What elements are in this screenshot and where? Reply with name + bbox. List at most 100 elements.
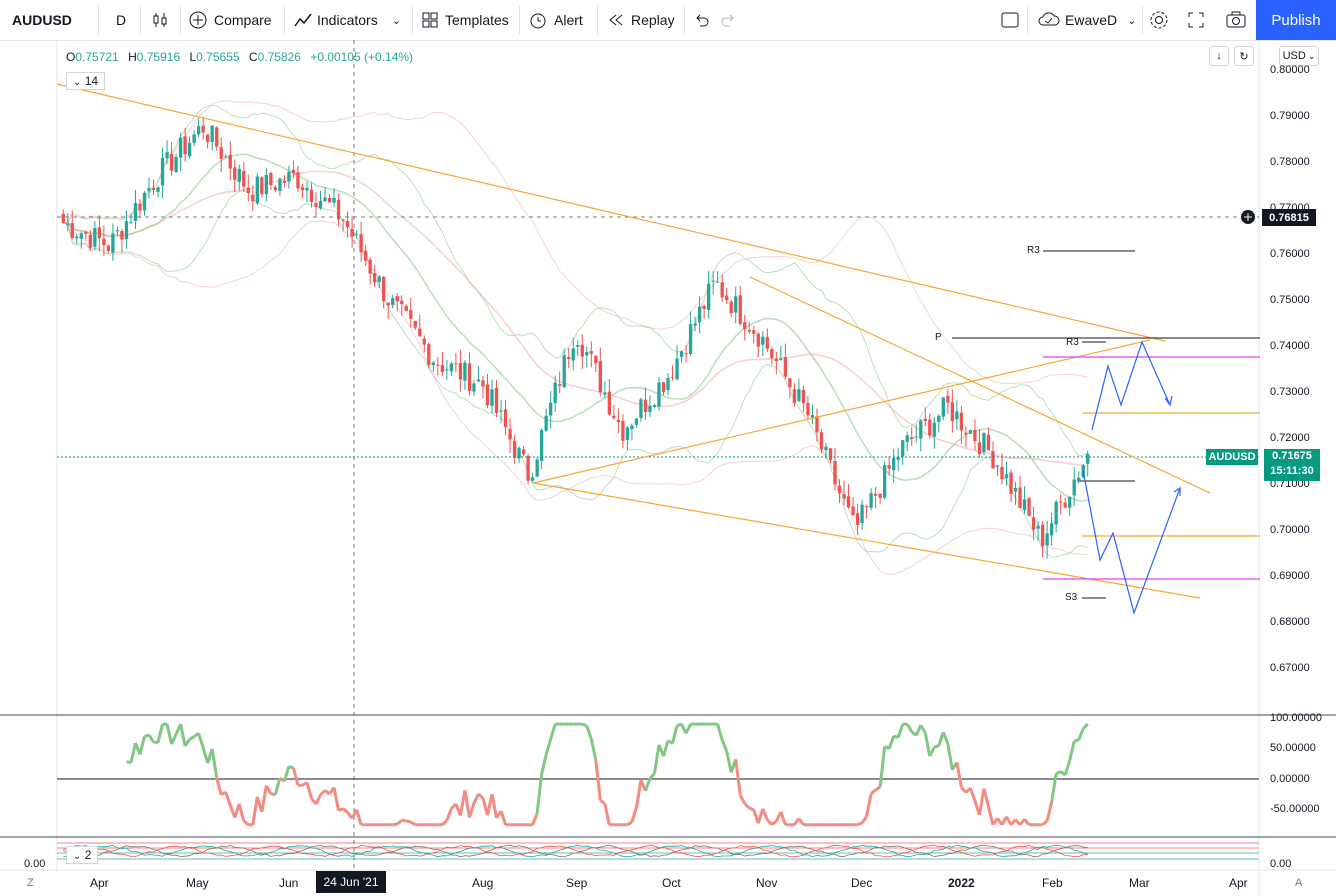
oscillator-segment <box>337 807 344 812</box>
candle-body <box>1022 499 1027 511</box>
candle-body <box>467 363 472 392</box>
reset-button[interactable]: ↻ <box>1234 46 1254 66</box>
projection-bearish[interactable] <box>1082 469 1181 615</box>
study2-legend-toggle[interactable]: ⌄ 2 <box>66 846 99 864</box>
candle-body <box>598 361 602 393</box>
oscillator-segment <box>914 724 923 737</box>
undo-button[interactable] <box>692 0 710 40</box>
study-legend-toggle[interactable]: ⌄ 14 <box>66 72 106 90</box>
chart-canvas[interactable] <box>0 40 1336 896</box>
toolbar-divider <box>684 6 685 34</box>
plus-circle-icon <box>189 11 207 29</box>
candle-body <box>864 505 869 507</box>
trendline-lower[interactable] <box>532 482 1201 599</box>
layout-select-button[interactable] <box>1000 0 1020 40</box>
oscillator-segment <box>748 806 755 812</box>
trendline-upper[interactable] <box>56 83 1166 342</box>
candle-body <box>120 231 124 240</box>
candle-body <box>869 493 873 508</box>
projection-paths[interactable] <box>1082 340 1181 615</box>
trendline-descending[interactable] <box>749 276 1211 494</box>
interval-button[interactable]: D <box>116 12 127 28</box>
redo-button[interactable] <box>720 0 738 40</box>
replay-icon <box>609 14 623 26</box>
undo-icon <box>696 14 709 27</box>
chart-type-button[interactable] <box>150 0 170 40</box>
time-axis-label: Jun <box>279 876 299 890</box>
low-value: 0.75655 <box>196 50 240 64</box>
oscillator-segment <box>955 762 963 788</box>
current-price-tag: 0.71675 15:11:30 <box>1264 449 1320 481</box>
candle-body <box>368 259 372 274</box>
oscillator-segment <box>770 820 778 826</box>
trendline-rising[interactable] <box>532 339 1151 484</box>
candle-body <box>1059 501 1063 503</box>
candle-body <box>995 465 1000 467</box>
candle-body <box>97 227 102 239</box>
scroll-down-button[interactable]: ↓ <box>1209 46 1229 66</box>
price-axis-label: 0.79000 <box>1270 110 1310 122</box>
oscillator-segment <box>242 819 250 826</box>
candle-body <box>901 440 905 457</box>
fullscreen-button[interactable] <box>1186 0 1206 40</box>
chevron-down-icon: ⌄ <box>1307 50 1316 61</box>
candle-body <box>88 234 92 248</box>
oscillator-segment <box>342 807 349 814</box>
candle-body <box>147 188 151 192</box>
oscillator-segment <box>138 736 146 755</box>
templates-button[interactable]: Templates <box>421 0 509 40</box>
trendlines[interactable] <box>56 83 1260 599</box>
symbol-search-button[interactable]: AUDUSD <box>12 12 72 28</box>
candle-body <box>914 436 918 438</box>
candle-body <box>594 356 598 364</box>
currency-select[interactable]: USD ⌄ <box>1279 46 1319 66</box>
snapshot-button[interactable] <box>1225 0 1247 40</box>
zoom-toggle-button[interactable]: Z <box>27 877 34 889</box>
candle-body <box>490 389 494 406</box>
change-value: +0.00105 (+0.14%) <box>310 50 414 64</box>
toolbar-divider <box>597 6 598 34</box>
pivot-levels[interactable] <box>952 250 1260 599</box>
candle-body <box>666 377 670 391</box>
oscillator-segment <box>165 723 174 745</box>
alert-button[interactable]: Alert <box>528 0 583 40</box>
arrow-down-icon: ↓ <box>1216 50 1222 62</box>
projection-bullish[interactable] <box>1091 340 1171 431</box>
candle-body <box>806 403 810 416</box>
candle-body <box>1077 477 1081 482</box>
auto-scale-button[interactable]: A <box>1295 877 1303 889</box>
oscillator-segment <box>156 723 165 743</box>
oscillator-line <box>126 722 1089 827</box>
bollinger-bands <box>63 100 1088 575</box>
indicators-icon <box>294 13 312 27</box>
candle-body <box>291 169 296 174</box>
replay-button[interactable]: Replay <box>607 0 675 40</box>
oscillator-segment <box>874 785 881 792</box>
templates-grid-icon <box>422 12 438 28</box>
save-layout-button[interactable]: EwaveD ⌄ <box>1037 0 1136 40</box>
candle-body <box>359 234 363 253</box>
candle-body <box>959 412 964 431</box>
oscillator-segment <box>581 722 588 728</box>
indicators-button[interactable]: Indicators ⌄ <box>293 0 401 40</box>
compare-button[interactable]: Compare <box>188 0 272 40</box>
publish-button[interactable]: Publish <box>1256 0 1336 40</box>
candle-body <box>833 461 837 485</box>
candle-body <box>630 425 634 430</box>
candle-body <box>558 384 562 386</box>
price-axis-label: 0.75000 <box>1270 294 1310 306</box>
oscillator-segment <box>549 723 557 740</box>
candle-body <box>228 154 232 169</box>
settings-button[interactable] <box>1148 0 1170 40</box>
candle-body <box>815 416 819 433</box>
redo-icon <box>721 14 734 27</box>
candle-body <box>436 364 440 366</box>
oscillator-segment <box>933 744 940 749</box>
oscillator-segment <box>183 738 191 747</box>
oscillator-segment <box>319 789 327 796</box>
osc-axis-label: 0.00000 <box>1270 773 1310 785</box>
price-axis-label: 0.69000 <box>1270 570 1310 582</box>
candle-body <box>332 197 336 203</box>
time-axis-label: Dec <box>851 876 873 890</box>
candle-body <box>688 324 693 355</box>
